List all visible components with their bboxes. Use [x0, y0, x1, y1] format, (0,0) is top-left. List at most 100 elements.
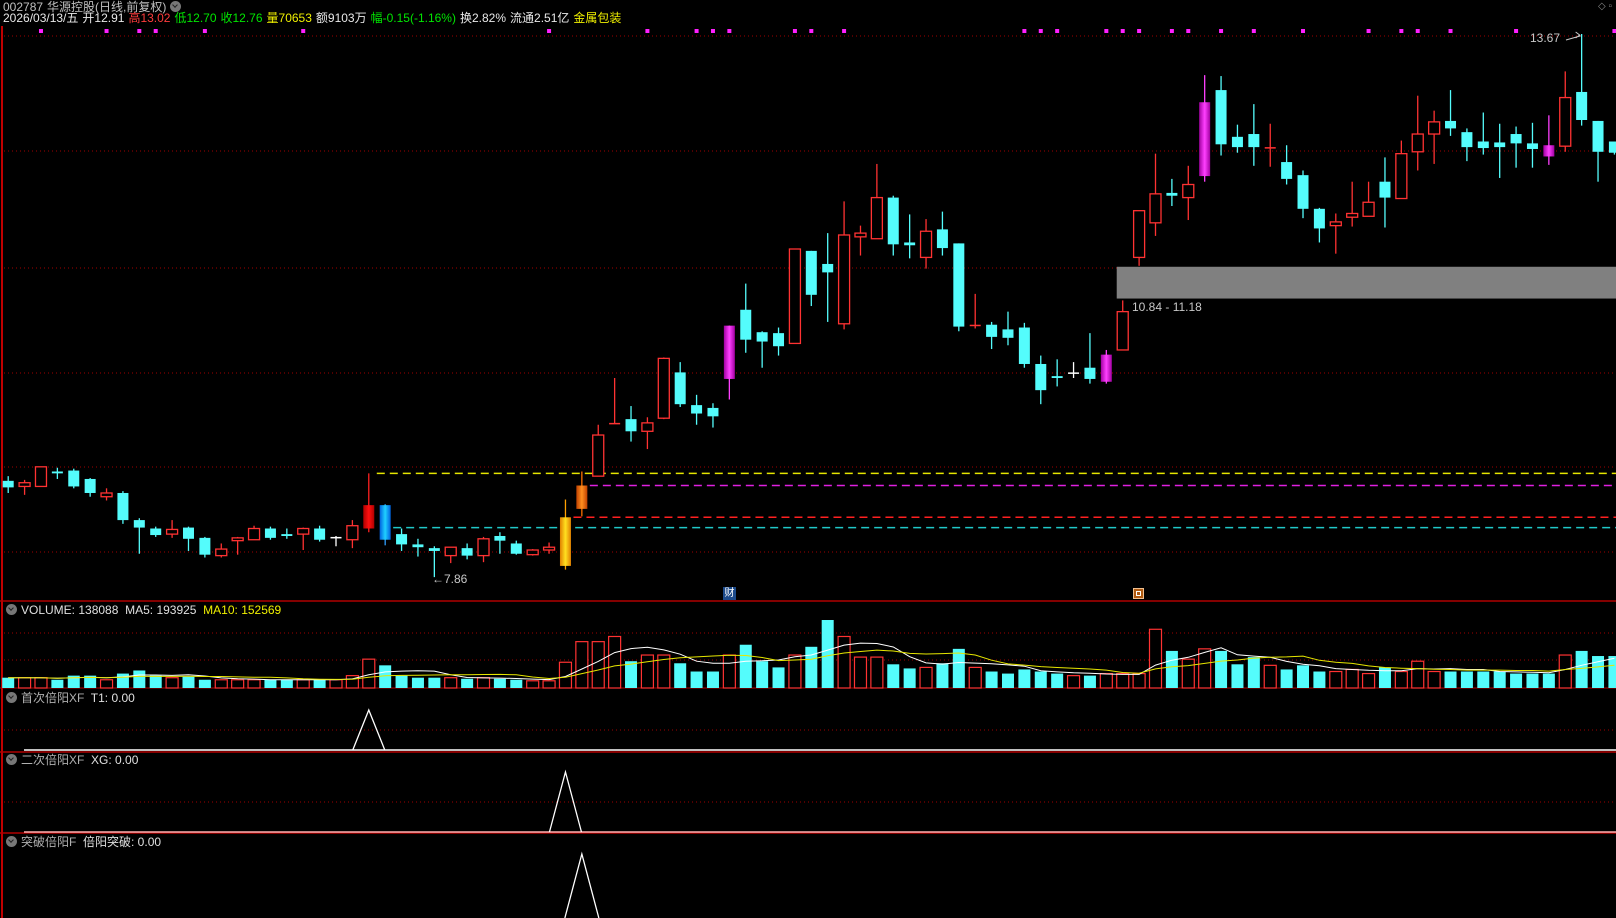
volume-bar — [1394, 670, 1408, 689]
panel-frames — [0, 26, 1616, 918]
candle-body — [1002, 329, 1014, 338]
signal-marker — [38, 29, 43, 33]
volume-bar — [1165, 650, 1178, 688]
candles — [2, 34, 1616, 578]
chevron-down-icon[interactable] — [6, 604, 17, 615]
event-marker-icon[interactable] — [1133, 588, 1144, 599]
volume-bar — [1051, 673, 1064, 688]
signal-marker — [1038, 29, 1043, 33]
period-dropdown[interactable] — [170, 0, 185, 14]
volume-bar — [67, 675, 80, 688]
ma10-line — [8, 649, 1615, 680]
volume-bar — [526, 680, 540, 689]
candle-body — [1395, 153, 1408, 200]
candle-body — [592, 434, 605, 477]
candle-body — [1149, 193, 1162, 224]
candle-body — [1116, 310, 1129, 351]
signal-marker — [1137, 29, 1142, 33]
candle-body — [1427, 121, 1441, 135]
signal-marker — [1120, 29, 1125, 33]
volume-bar — [985, 671, 998, 688]
candle-body — [854, 232, 867, 238]
candle-body — [969, 324, 981, 327]
volume-bar — [313, 679, 326, 688]
candle-body — [1510, 134, 1522, 144]
indicator-panel-2-label: 二次倍阳XF XG: 0.00 — [6, 753, 138, 767]
volume-bar — [1411, 660, 1425, 689]
candle-body — [1051, 376, 1063, 379]
signal-marker — [104, 29, 109, 33]
candle-body — [740, 309, 752, 340]
candle-body — [379, 505, 391, 540]
volume-bar — [575, 641, 589, 689]
high-arrow-icon — [1565, 31, 1581, 41]
volume-bar — [1001, 673, 1014, 688]
signal-marker — [1301, 29, 1306, 33]
candle-body — [215, 548, 228, 557]
signal-marker — [1514, 29, 1519, 33]
signal-marker — [1448, 29, 1453, 33]
volume-bar — [2, 677, 15, 688]
volume-bar — [608, 635, 622, 689]
volume-bar — [968, 666, 982, 689]
candle-body — [412, 544, 424, 548]
volume-bar — [821, 620, 834, 688]
volume-bar — [722, 654, 736, 689]
candle-body — [756, 332, 768, 342]
volume-bar — [1231, 664, 1244, 688]
candle-body — [788, 248, 802, 345]
reference-lines — [376, 472, 1616, 529]
quote-high: 高13.02 — [128, 11, 171, 25]
volume-bar — [1493, 671, 1506, 688]
candle-body — [264, 528, 276, 538]
volume-bar — [165, 677, 179, 689]
signal-marker — [202, 29, 207, 33]
volume-bar — [99, 679, 114, 689]
candle-body — [1297, 175, 1309, 209]
quote-amount: 额9103万 — [315, 11, 367, 25]
indicator-name: 首次倍阳XF — [21, 691, 85, 705]
candle-body — [1346, 212, 1359, 218]
signal-marker — [792, 29, 797, 33]
volume-bar — [853, 656, 868, 689]
quote-float-cap: 流通2.51亿 — [510, 11, 570, 25]
candle-body — [297, 527, 310, 535]
signal-marker — [645, 29, 650, 33]
volume-bar — [1148, 628, 1163, 689]
candle-body — [182, 527, 194, 539]
volume-bar — [247, 679, 261, 689]
candle-body — [1362, 201, 1375, 217]
chevron-down-icon[interactable] — [6, 754, 17, 765]
signal-marker — [1612, 29, 1616, 33]
price-zone — [1116, 266, 1616, 299]
window-icons[interactable]: ◇ ▫ — [1598, 1, 1612, 12]
candle-body — [34, 466, 48, 488]
candle-body — [1576, 91, 1588, 121]
volume-bar — [428, 677, 441, 688]
signal-marker — [1169, 29, 1174, 33]
candle-body — [1068, 372, 1080, 374]
volume-bar — [444, 677, 458, 689]
square-icon[interactable]: ▫ — [1608, 1, 1612, 12]
sector-link[interactable]: 金属包装 — [573, 11, 622, 25]
volume-bar — [558, 661, 573, 689]
candle-body — [837, 234, 851, 325]
indicator-output: T1: 0.00 — [90, 691, 135, 705]
high-price-label: 13.67 — [1530, 31, 1561, 45]
candle-body — [68, 470, 80, 487]
candle-body — [1526, 143, 1538, 149]
volume-bar — [1297, 665, 1310, 688]
signal-marker — [1022, 29, 1027, 33]
chevron-down-icon[interactable] — [6, 836, 17, 847]
finance-marker-icon[interactable]: 财 — [723, 587, 736, 600]
signal-marker — [1366, 29, 1371, 33]
volume-bar — [1460, 671, 1473, 688]
diamond-icon[interactable]: ◇ — [1597, 1, 1606, 12]
chevron-down-icon[interactable] — [170, 1, 182, 12]
signal-marker — [1104, 29, 1109, 33]
volume-bar — [1034, 671, 1047, 688]
candle-body — [986, 324, 998, 337]
chevron-down-icon[interactable] — [6, 692, 17, 703]
volume-bar — [1575, 650, 1588, 688]
